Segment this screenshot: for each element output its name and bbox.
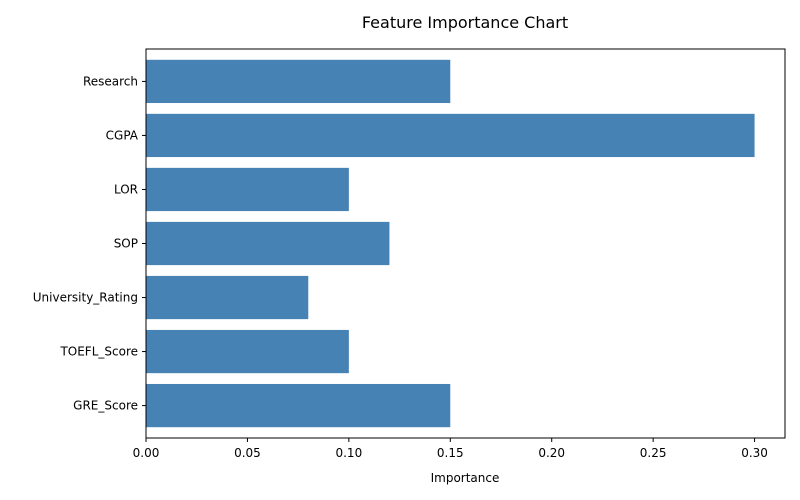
x-axis: 0.00 0.05 0.10 0.15 0.20 0.25 0.30 bbox=[133, 438, 768, 460]
category-label: GRE_Score bbox=[73, 399, 138, 413]
y-axis: GRE_Score TOEFL_Score University_Rating SOP… bbox=[33, 74, 146, 413]
plot-frame bbox=[145, 48, 786, 439]
bar-sop bbox=[146, 221, 390, 266]
x-tick-label: 0.15 bbox=[437, 446, 464, 460]
category-label: SOP bbox=[114, 237, 138, 251]
bar-university-rating bbox=[146, 275, 309, 320]
x-tick-label: 0.25 bbox=[640, 446, 667, 460]
bar-research bbox=[146, 59, 451, 104]
category-label: LOR bbox=[114, 182, 138, 196]
bar-lor bbox=[146, 167, 349, 212]
bar-toefl-score bbox=[146, 329, 349, 374]
category-label: University_Rating bbox=[33, 291, 138, 305]
x-tick-label: 0.05 bbox=[234, 446, 261, 460]
bars-group bbox=[146, 59, 755, 428]
category-label: TOEFL_Score bbox=[59, 345, 138, 359]
chart-title: Feature Importance Chart bbox=[362, 13, 568, 32]
category-label: CGPA bbox=[106, 128, 139, 142]
x-tick-label: 0.10 bbox=[335, 446, 362, 460]
category-label: Research bbox=[83, 74, 138, 88]
x-tick-label: 0.00 bbox=[133, 446, 160, 460]
x-tick-label: 0.30 bbox=[741, 446, 768, 460]
bar-gre-score bbox=[146, 383, 451, 428]
x-tick-label: 0.20 bbox=[538, 446, 565, 460]
bar-cgpa bbox=[146, 113, 755, 158]
x-axis-label: Importance bbox=[431, 471, 500, 485]
